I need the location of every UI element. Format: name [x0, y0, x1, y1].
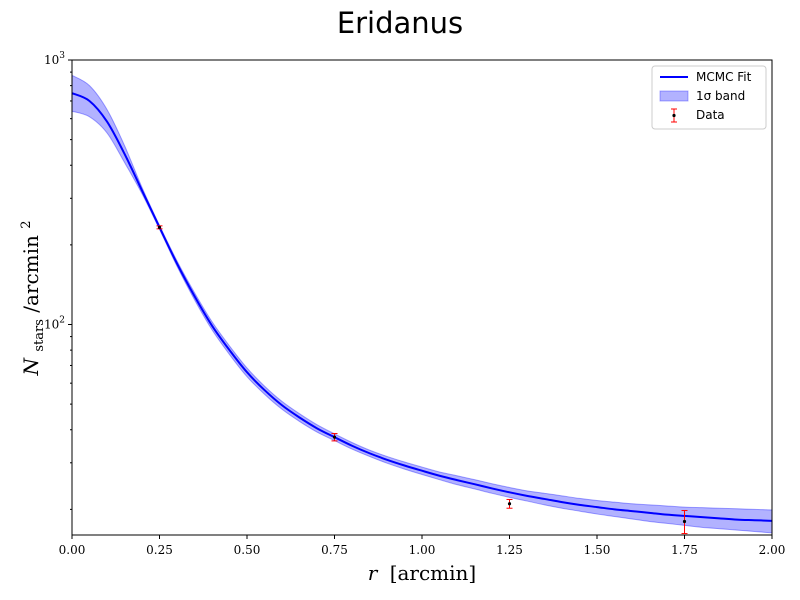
data-layer [156, 225, 688, 535]
x-tick-label: 1.25 [496, 543, 523, 557]
legend-label-data: Data [696, 108, 725, 122]
x-axis: 0.00 0.25 0.50 0.75 1.00 1.25 1.50 1.75 2.00 [59, 535, 786, 557]
y-axis-label: N stars /arcmin 2 [19, 220, 48, 376]
x-tick-label: 2.00 [759, 543, 786, 557]
legend-box [651, 65, 767, 130]
x-tick-label: 0.25 [146, 543, 173, 557]
x-axis-label-unit: [arcmin] [390, 561, 477, 585]
x-tick-label: 1.75 [671, 543, 698, 557]
data-point [332, 435, 337, 439]
data-point-group [331, 433, 338, 442]
y-axis-label-rest: /arcmin [19, 235, 43, 313]
x-axis-label-var: r [368, 561, 379, 585]
chart-title: Eridanus [336, 6, 464, 40]
mcmc-fit-line [71, 92, 773, 522]
legend-label-fit: MCMC Fit [696, 70, 752, 84]
y-tick-label: 103 [44, 51, 65, 67]
data-point-group [156, 225, 163, 230]
y-axis-label-main: N [19, 357, 43, 377]
data-point [507, 502, 512, 506]
legend-swatch-marker [672, 113, 676, 118]
data-point-group [681, 510, 688, 535]
band-layer [71, 74, 773, 534]
x-tick-label: 0.00 [59, 543, 86, 557]
y-axis-label-sub: stars [32, 319, 47, 352]
y-tick-label: 102 [44, 315, 65, 331]
y-axis-label-sup: 2 [19, 220, 34, 228]
x-tick-label: 0.50 [234, 543, 261, 557]
data-point-group [506, 498, 513, 509]
y-tick-label-exp: 2 [59, 315, 65, 325]
x-tick-label: 1.50 [584, 543, 611, 557]
x-tick-label: 1.00 [409, 543, 436, 557]
x-tick-label: 0.75 [321, 543, 348, 557]
x-axis-label: r [arcmin] [368, 561, 476, 585]
legend-label-band: 1σ band [696, 89, 745, 103]
axes-frame [71, 59, 773, 536]
legend-swatch-band [659, 90, 689, 102]
data-point [157, 225, 162, 229]
line-layer [71, 92, 773, 522]
legend: MCMC Fit 1σ band Data [651, 65, 767, 130]
y-tick-label-base: 10 [44, 53, 59, 67]
data-point [682, 519, 687, 524]
y-tick-label-base: 10 [44, 317, 59, 331]
sigma-band [71, 74, 773, 534]
y-tick-label-exp: 3 [59, 51, 65, 61]
